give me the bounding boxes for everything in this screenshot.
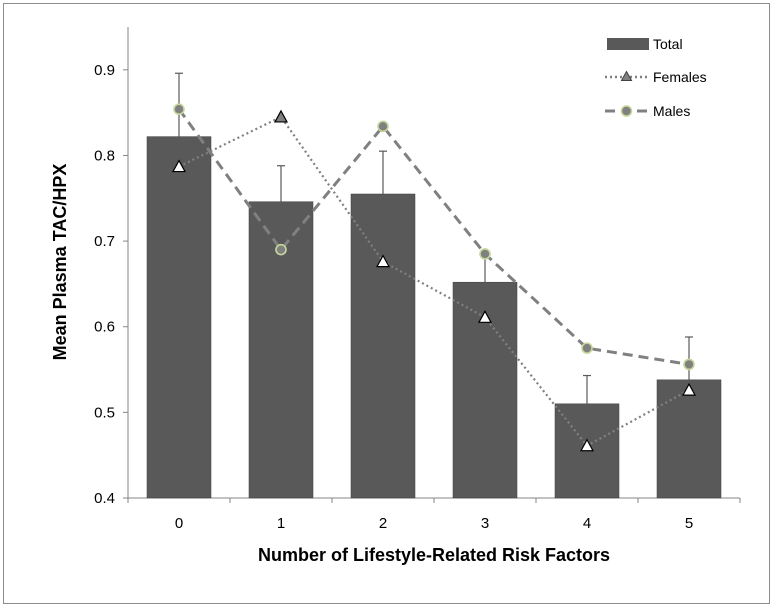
y-tick-label: 0.7 (94, 233, 115, 250)
x-axis: 0 1 2 3 4 5 (127, 497, 741, 532)
marker-females (375, 254, 391, 268)
marker-females (477, 310, 493, 323)
legend-males-label: Males (653, 103, 690, 119)
x-tick-label: 2 (379, 515, 387, 532)
marker-females (681, 382, 697, 396)
bar-total (656, 379, 722, 499)
y-tick-label: 0.4 (94, 490, 115, 507)
x-tick-label: 5 (685, 515, 693, 532)
marker-females (171, 159, 187, 173)
line-males (177, 108, 690, 366)
x-tick-label: 0 (175, 515, 183, 532)
x-tick-label: 1 (277, 515, 285, 532)
series-lines (177, 108, 690, 448)
marker-males (683, 358, 695, 371)
y-axis: 0.4 0.5 0.6 0.7 0.8 0.9 (94, 27, 129, 507)
legend-males-circle-icon (620, 105, 633, 117)
legend-item-females: Females (605, 69, 707, 85)
x-axis-title: Number of Lifestyle-Related Risk Factors (258, 545, 610, 565)
legend-item-total: Total (607, 36, 683, 52)
bar-total (146, 136, 212, 499)
marker-females (273, 109, 289, 123)
legend-females-triangle-icon (620, 70, 633, 81)
legend-total-label: Total (653, 36, 683, 52)
y-tick-label: 0.8 (94, 147, 115, 164)
legend-total-swatch (607, 38, 649, 50)
marker-males (275, 243, 287, 256)
marker-males (581, 342, 593, 354)
bars (146, 136, 722, 499)
y-tick-label: 0.6 (94, 319, 115, 336)
marker-males (479, 248, 491, 260)
y-tick-label: 0.5 (94, 404, 115, 421)
y-tick-label: 0.9 (94, 62, 115, 79)
legend-item-males: Males (605, 103, 690, 119)
marker-males (377, 120, 389, 133)
marker-females (579, 438, 595, 452)
bar-total (350, 193, 416, 499)
legend-females-label: Females (653, 69, 707, 85)
series-markers (171, 103, 697, 452)
line-females (178, 115, 690, 448)
x-tick-label: 3 (481, 515, 489, 532)
y-axis-title: Mean Plasma TAC/HPX (50, 164, 70, 361)
x-tick-label: 4 (583, 515, 591, 532)
marker-males (173, 103, 185, 116)
legend: Total Females Males (605, 36, 707, 119)
error-bars (175, 72, 693, 404)
